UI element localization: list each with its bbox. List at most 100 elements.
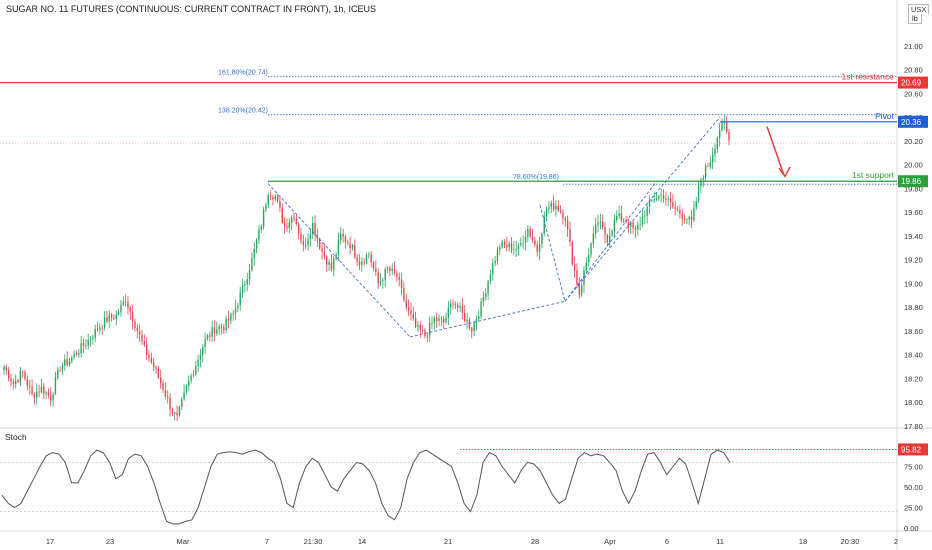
x-tick-label: 28: [531, 537, 539, 546]
candle-body: [515, 249, 517, 250]
candle-body: [536, 244, 538, 252]
candle-body: [630, 222, 632, 227]
candle-body: [349, 243, 351, 249]
candle-body: [403, 288, 405, 301]
candle-body: [592, 233, 595, 244]
candle-body: [33, 393, 36, 398]
candle-body: [611, 231, 613, 236]
pattern-leg: [267, 183, 411, 338]
candle-body: [522, 242, 524, 244]
candle-body: [550, 202, 552, 208]
candle-body: [192, 374, 195, 376]
candle-body: [372, 262, 375, 269]
candle-body: [272, 196, 274, 200]
candle-body: [5, 366, 8, 371]
candle-body: [438, 318, 440, 321]
candle-body: [702, 178, 704, 180]
candle-body: [24, 371, 26, 380]
candle-body: [718, 130, 721, 139]
candle-body: [473, 322, 475, 332]
candle-body: [370, 254, 372, 263]
candle-body: [674, 207, 676, 209]
candle-body: [478, 316, 480, 320]
candle-body: [704, 165, 707, 179]
candle-body: [693, 207, 695, 221]
candle-body: [681, 213, 683, 219]
stoch-y-tick-label: 0.00: [904, 524, 919, 533]
x-tick-label: Apr: [604, 537, 616, 546]
candle-body: [356, 257, 358, 262]
y-tick-label: 18.60: [904, 327, 923, 336]
candle-body: [99, 327, 101, 330]
candle-body: [141, 334, 143, 342]
candle-body: [672, 202, 674, 208]
candle-body: [335, 254, 337, 259]
x-tick-label: 14: [358, 537, 366, 546]
candle-body: [178, 406, 181, 416]
candle-body: [400, 279, 403, 289]
candle-body: [239, 292, 241, 306]
candle-body: [585, 262, 588, 271]
candle-body: [319, 238, 321, 249]
candle-body: [482, 297, 485, 302]
candle-body: [396, 272, 398, 277]
fib-label: 138.20%(20.42): [218, 108, 268, 115]
candle-body: [309, 234, 312, 240]
candle-body: [321, 248, 323, 252]
candle-body: [351, 245, 354, 249]
candle-body: [174, 412, 176, 414]
candle-body: [421, 330, 424, 332]
candle-body: [31, 386, 33, 394]
candle-body: [391, 268, 393, 271]
candle-body: [225, 318, 227, 331]
y-tick-label: 17.80: [904, 422, 923, 431]
candle-body: [606, 234, 609, 243]
candle-body: [265, 204, 267, 210]
candle-body: [660, 195, 662, 197]
stoch-price-badge-label: 95.82: [901, 445, 922, 454]
candle-body: [379, 280, 382, 284]
candle-body: [365, 254, 368, 263]
candle-body: [501, 241, 503, 248]
y-tick-label: 19.40: [904, 232, 923, 241]
candle-body: [613, 220, 616, 232]
candle-body: [136, 328, 139, 331]
candle-body: [209, 335, 211, 337]
candle-body: [662, 195, 665, 200]
candle-body: [330, 262, 333, 270]
y-tick-label: 19.00: [904, 279, 923, 288]
x-tick-label: 17: [46, 537, 54, 546]
candle-body: [29, 385, 31, 387]
candle-body: [134, 321, 136, 329]
candle-body: [548, 207, 550, 209]
candle-body: [45, 392, 47, 394]
candle-body: [96, 328, 99, 330]
candle-body: [274, 196, 276, 200]
candle-body: [632, 222, 634, 229]
candle-body: [12, 381, 15, 384]
candle-body: [688, 216, 690, 220]
candle-body: [199, 355, 202, 360]
candle-body: [129, 307, 131, 312]
candle-body: [620, 213, 623, 221]
candle-body: [54, 377, 57, 395]
candle-body: [471, 328, 473, 332]
candle-body: [82, 342, 85, 346]
candle-body: [494, 260, 496, 264]
candle-body: [562, 211, 564, 219]
candle-body: [22, 371, 24, 373]
candle-body: [87, 339, 89, 346]
candle-body: [445, 317, 447, 323]
candle-body: [669, 198, 672, 203]
candle-body: [269, 195, 272, 197]
candle-body: [552, 202, 555, 210]
candle-body: [167, 396, 169, 398]
candle-body: [255, 240, 258, 249]
candle-body: [368, 254, 370, 256]
candle-body: [714, 148, 716, 155]
candle-body: [223, 327, 225, 331]
candle-body: [375, 268, 377, 273]
candle-body: [89, 339, 92, 340]
